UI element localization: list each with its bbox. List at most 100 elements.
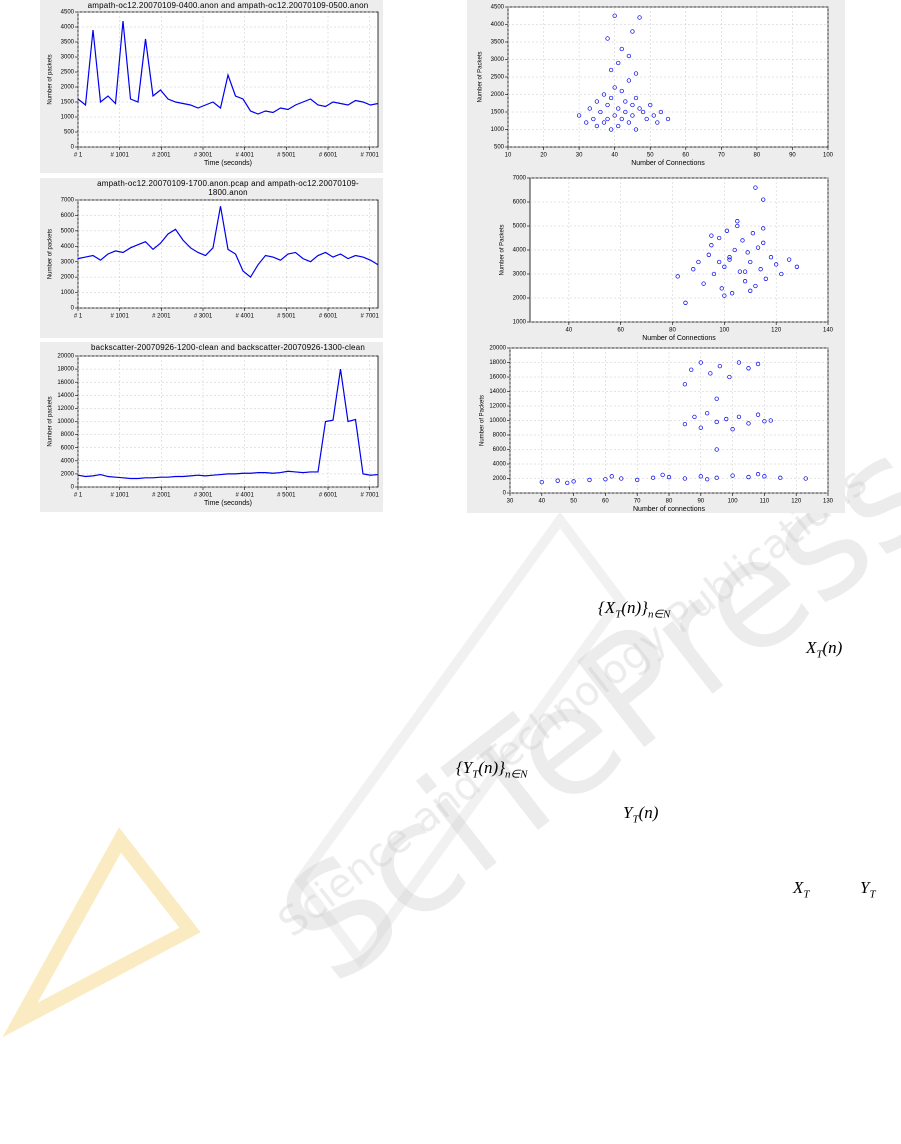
scatter-point bbox=[779, 271, 784, 277]
y-tick-label: 18000 bbox=[489, 360, 506, 366]
y-tick-label: 8000 bbox=[61, 432, 75, 438]
formula: {XT(n)}n∈N bbox=[598, 598, 670, 620]
y-tick-label: 2000 bbox=[493, 476, 507, 482]
formula-sub: T bbox=[615, 608, 622, 621]
scatter-point bbox=[608, 67, 614, 73]
scatter-point bbox=[601, 120, 607, 125]
scatter-point bbox=[626, 53, 632, 59]
scatter-point bbox=[768, 255, 774, 260]
scatter-point bbox=[762, 474, 767, 479]
x-tick-label: # 1001 bbox=[110, 153, 129, 159]
x-tick-label: 60 bbox=[617, 328, 624, 334]
formula-text: (n) bbox=[638, 803, 659, 822]
y-tick-label: 1000 bbox=[491, 127, 505, 133]
x-tick-label: # 5001 bbox=[277, 314, 296, 320]
scatter-point bbox=[650, 475, 656, 480]
scatter-point bbox=[763, 276, 768, 281]
chart-panel: 0 2000 4000 6000 8000 10000 12000 14000 16000 180… bbox=[40, 342, 383, 512]
y-tick-label: 1500 bbox=[491, 110, 505, 116]
x-tick-label: # 1001 bbox=[110, 314, 129, 320]
scatter-point bbox=[616, 60, 621, 66]
scatter-point bbox=[705, 477, 710, 482]
x-tick-label: 80 bbox=[754, 153, 761, 159]
x-tick-label: 120 bbox=[791, 499, 802, 505]
y-tick-label: 4000 bbox=[61, 458, 75, 464]
x-tick-label: # 1001 bbox=[110, 493, 129, 499]
scatter-point bbox=[746, 366, 751, 371]
x-tick-label: 120 bbox=[771, 328, 782, 334]
x-tick-label: 70 bbox=[634, 499, 641, 505]
scatter-point bbox=[774, 262, 779, 267]
x-tick-label: # 4001 bbox=[235, 153, 254, 159]
scatter-point bbox=[619, 46, 624, 52]
x-tick-label: # 7001 bbox=[360, 153, 379, 159]
scatter-point bbox=[740, 238, 745, 243]
plot-area bbox=[77, 11, 379, 148]
y-tick-label: 2000 bbox=[491, 92, 505, 98]
y-axis-label: Number of packets bbox=[48, 396, 54, 446]
scatter-point bbox=[683, 300, 688, 305]
y-tick-label: 500 bbox=[64, 130, 75, 136]
y-tick-label: 7000 bbox=[513, 176, 527, 182]
scatter-point bbox=[709, 243, 714, 248]
scatter-point bbox=[603, 477, 608, 482]
formula-sub: n∈N bbox=[647, 608, 671, 621]
scatter-point bbox=[635, 477, 640, 483]
x-tick-label: 100 bbox=[728, 499, 739, 505]
x-tick-label: 130 bbox=[823, 499, 834, 505]
formula-text: Y bbox=[623, 803, 633, 822]
scatter-point bbox=[748, 259, 753, 265]
y-tick-label: 4500 bbox=[491, 5, 505, 11]
scatter-point bbox=[736, 414, 742, 420]
y-tick-label: 1000 bbox=[513, 320, 527, 326]
y-tick-label: 2000 bbox=[61, 471, 75, 477]
y-tick-label: 500 bbox=[494, 145, 505, 151]
scatter-point bbox=[714, 447, 719, 452]
scatter-point bbox=[601, 92, 607, 97]
scatter-point bbox=[709, 233, 714, 238]
formula-sub: T bbox=[803, 888, 810, 901]
scatter-point bbox=[727, 255, 732, 260]
scatter-point bbox=[755, 245, 761, 250]
x-tick-label: # 7001 bbox=[360, 493, 379, 499]
scatter-point bbox=[608, 95, 614, 101]
plot-area bbox=[77, 199, 379, 309]
scatter-point bbox=[722, 264, 727, 269]
scatter-point bbox=[692, 414, 697, 420]
scatter-point bbox=[762, 419, 767, 424]
scatter-point bbox=[761, 240, 766, 245]
y-tick-label: 20000 bbox=[57, 354, 74, 360]
scatter-point bbox=[745, 250, 750, 255]
y-tick-label: 3500 bbox=[491, 40, 505, 46]
scatter-point bbox=[698, 474, 703, 479]
formula: YT bbox=[860, 878, 876, 900]
scatter-point bbox=[576, 113, 582, 118]
series-line bbox=[77, 369, 379, 480]
y-tick-label: 4000 bbox=[61, 25, 75, 31]
x-tick-label: 110 bbox=[760, 499, 770, 505]
x-tick-label: # 6001 bbox=[319, 493, 338, 499]
x-tick-label: # 6001 bbox=[319, 314, 338, 320]
y-tick-label: 0 bbox=[71, 306, 75, 312]
y-tick-label: 6000 bbox=[493, 447, 507, 453]
scatter-point bbox=[682, 421, 688, 427]
chart-panel: 0 500 1000 1500 2000 2500 3000 3500 4000 4500 # 1 #… bbox=[40, 0, 383, 173]
x-tick-label: # 4001 bbox=[235, 493, 254, 499]
chart-panel: 0 1000 2000 3000 4000 5000 6000 7000 # 1 # 1001 # … bbox=[40, 178, 383, 338]
scatter-point bbox=[630, 113, 635, 118]
formula-sub: T bbox=[472, 768, 479, 781]
scatter-point bbox=[736, 360, 742, 365]
scatter-point bbox=[619, 476, 624, 481]
scatter-point bbox=[698, 425, 703, 430]
scatter-point bbox=[722, 293, 727, 298]
scatter-point bbox=[587, 477, 592, 483]
chart-panel: 500 1000 1500 2000 2500 3000 3500 4000 4500 10 20 3… bbox=[467, 0, 845, 173]
scatter-point bbox=[682, 476, 688, 481]
y-tick-label: 1000 bbox=[61, 290, 75, 296]
x-tick-label: 90 bbox=[697, 499, 704, 505]
scatter-point bbox=[605, 36, 610, 41]
scatter-point bbox=[711, 271, 717, 277]
scatter-point bbox=[727, 257, 732, 262]
x-tick-label: # 1 bbox=[74, 153, 83, 159]
x-tick-label: # 1 bbox=[74, 493, 83, 499]
